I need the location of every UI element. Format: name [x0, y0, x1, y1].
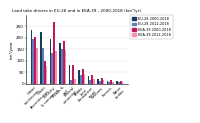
- Bar: [93, 79, 95, 84]
- Bar: [99, 81, 101, 84]
- Title: Land take drivers in EU-28 and in EEA-39 - 2000-2018 (km²/yr): Land take drivers in EU-28 and in EEA-39…: [12, 9, 142, 13]
- Bar: [32, 39, 34, 84]
- Bar: [118, 82, 120, 84]
- Bar: [91, 75, 93, 84]
- Bar: [46, 66, 47, 84]
- Bar: [78, 70, 80, 84]
- Bar: [108, 82, 110, 84]
- Bar: [65, 50, 66, 84]
- Bar: [116, 81, 118, 84]
- Bar: [80, 75, 82, 84]
- Bar: [59, 43, 61, 84]
- Bar: [42, 48, 44, 84]
- Y-axis label: km²/year: km²/year: [10, 40, 14, 59]
- Bar: [89, 79, 91, 84]
- Bar: [51, 53, 53, 84]
- Bar: [31, 30, 32, 84]
- Bar: [101, 78, 103, 84]
- Bar: [40, 32, 42, 84]
- Bar: [97, 79, 99, 84]
- Bar: [70, 79, 72, 84]
- Bar: [36, 48, 38, 84]
- Bar: [72, 65, 74, 84]
- Bar: [44, 61, 46, 84]
- Bar: [103, 80, 104, 84]
- Bar: [122, 82, 123, 84]
- Bar: [107, 81, 108, 84]
- Bar: [55, 52, 57, 84]
- Bar: [84, 74, 85, 84]
- Bar: [50, 39, 51, 84]
- Bar: [69, 65, 70, 84]
- Bar: [82, 69, 84, 84]
- Bar: [120, 81, 122, 84]
- Bar: [34, 37, 36, 84]
- Bar: [110, 80, 112, 84]
- Bar: [61, 49, 63, 84]
- Bar: [53, 22, 55, 84]
- Bar: [112, 82, 114, 84]
- Bar: [74, 79, 76, 84]
- Bar: [88, 76, 89, 84]
- Bar: [63, 41, 65, 84]
- Legend: EU-28 2000-2018, EU-28 2012-2018, EEA-39 2000-2018, EEA-39 2012-2018: EU-28 2000-2018, EU-28 2012-2018, EEA-39…: [130, 15, 173, 39]
